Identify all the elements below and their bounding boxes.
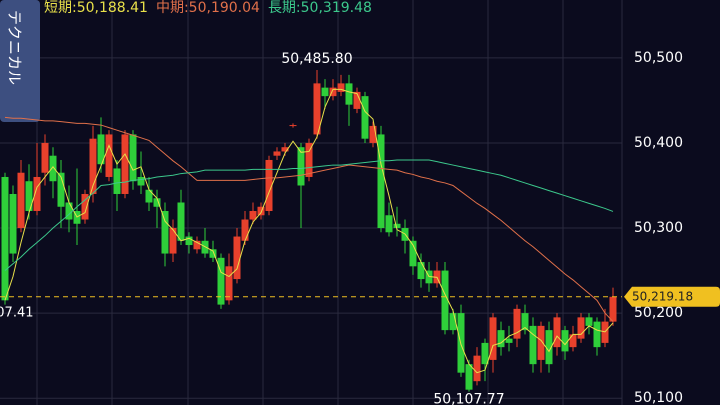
y-tick-label: 50,200 [634, 305, 683, 321]
candle-body [409, 240, 417, 267]
candle-body [241, 219, 249, 241]
candle-body [81, 193, 89, 220]
candle-body [593, 321, 601, 348]
candle-body [153, 198, 161, 207]
candle-body [1, 176, 9, 301]
legend-entry: 中期:50,190.04 [156, 0, 260, 16]
candle-body [561, 330, 569, 352]
candle-body [521, 313, 529, 331]
annotation: 50,485.80 [281, 51, 352, 67]
candle-body [417, 262, 425, 280]
left-label: 207.41 [0, 306, 34, 321]
candle-body [481, 342, 489, 365]
candle-body [305, 142, 313, 177]
candle-body [393, 223, 401, 229]
y-tick-label: 50,400 [634, 135, 683, 151]
last-price-badge [624, 286, 720, 307]
tab-label[interactable]: テクニカル [6, 10, 24, 85]
candle-body [609, 296, 617, 322]
candle-body [97, 134, 105, 165]
legend-entry: 長期:50,319.48 [268, 0, 372, 16]
candle-body [193, 240, 201, 250]
candle-body [329, 87, 337, 97]
candle-body [17, 172, 25, 229]
ma-line [4, 88, 614, 374]
candle-body [145, 189, 153, 203]
candle-body [545, 330, 553, 365]
y-tick-label: 50,100 [634, 390, 683, 405]
tab[interactable] [0, 0, 40, 122]
candle-body [473, 355, 481, 382]
candle-body [553, 317, 561, 348]
candle-body [65, 202, 73, 220]
candle-body [9, 193, 17, 254]
candle-body [177, 202, 185, 241]
candle-body [169, 228, 177, 254]
candle-body [497, 330, 505, 348]
candle-body [369, 125, 377, 143]
y-tick-label: 50,500 [634, 50, 683, 66]
candle-body [41, 142, 49, 173]
legend: 短期:50,188.41 中期:50,190.04 長期:50,319.48 [44, 0, 372, 16]
candle-body [273, 151, 281, 156]
candle-body [121, 134, 129, 194]
candle-body [537, 325, 545, 360]
candle-body [513, 308, 521, 339]
candle-body [185, 236, 193, 246]
candle-body [385, 215, 393, 233]
candle-body [257, 206, 265, 216]
candle-body [569, 334, 577, 348]
candle-body [289, 125, 297, 127]
last-price-label: 50,219.18 [632, 289, 693, 303]
candle-body [353, 91, 361, 109]
candle-body [249, 211, 257, 220]
y-tick-label: 50,300 [634, 220, 683, 236]
candle-body [25, 181, 33, 212]
candle-body [217, 257, 225, 305]
candle-body [233, 236, 241, 280]
candle-body [33, 176, 41, 212]
candle-body [225, 266, 233, 301]
candle-body [265, 159, 273, 212]
candle-body [585, 317, 593, 326]
candle-body [505, 338, 513, 343]
candle-body [161, 211, 169, 254]
candle-body [89, 138, 97, 194]
candle-body [105, 134, 113, 177]
candle-body [137, 176, 145, 186]
ma-line [4, 159, 614, 271]
annotation: 50,107.77 [433, 392, 504, 405]
candle-body [465, 364, 473, 390]
candle-body [57, 172, 65, 207]
candle-body [449, 313, 457, 331]
candle-body [313, 83, 321, 135]
candle-body [441, 270, 449, 331]
candle-body [321, 87, 329, 97]
candle-body [577, 317, 585, 339]
ma-line [4, 116, 614, 322]
candle-body [337, 83, 345, 92]
candle-body [209, 249, 217, 258]
candle-body [297, 147, 305, 186]
candle-body [281, 147, 289, 152]
candle-body [49, 155, 57, 182]
candle-body [377, 134, 385, 229]
legend-entry: 短期:50,188.41 [44, 0, 148, 16]
candle-body [361, 96, 369, 139]
candle-body [345, 83, 353, 105]
candle-body [529, 325, 537, 365]
candle-body [113, 168, 121, 194]
candle-body [129, 134, 137, 182]
candle-body [489, 317, 497, 360]
